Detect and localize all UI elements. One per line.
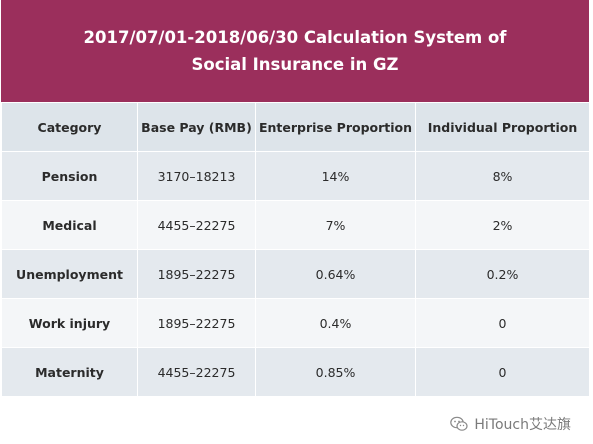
cell-individual: 2% bbox=[415, 200, 590, 250]
header-individual: Individual Proportion bbox=[415, 102, 590, 152]
cell-enterprise: 14% bbox=[255, 151, 416, 201]
title-line-1: 2017/07/01-2018/06/30 Calculation System… bbox=[83, 28, 507, 47]
watermark-text: HiTouch艾达旗 bbox=[474, 417, 571, 433]
cell-category: Work injury bbox=[1, 298, 138, 348]
header-category: Category bbox=[1, 102, 138, 152]
cell-enterprise: 7% bbox=[255, 200, 416, 250]
title-banner: 2017/07/01-2018/06/30 Calculation System… bbox=[1, 0, 589, 102]
cell-category: Pension bbox=[1, 151, 138, 201]
title-line-2: Social Insurance in GZ bbox=[191, 55, 399, 74]
cell-individual: 0 bbox=[415, 298, 590, 348]
table-row: Pension 3170–18213 14% 8% bbox=[1, 151, 590, 201]
table-row: Medical 4455–22275 7% 2% bbox=[1, 200, 590, 250]
cell-base-pay: 4455–22275 bbox=[137, 347, 256, 397]
header-base-pay: Base Pay (RMB) bbox=[137, 102, 256, 152]
cell-category: Unemployment bbox=[1, 249, 138, 299]
table-header-row: Category Base Pay (RMB) Enterprise Propo… bbox=[1, 102, 590, 152]
cell-base-pay: 3170–18213 bbox=[137, 151, 256, 201]
cell-enterprise: 0.4% bbox=[255, 298, 416, 348]
cell-category: Medical bbox=[1, 200, 138, 250]
cell-enterprise: 0.85% bbox=[255, 347, 416, 397]
cell-individual: 0.2% bbox=[415, 249, 590, 299]
wechat-icon bbox=[450, 416, 468, 432]
table-row: Unemployment 1895–22275 0.64% 0.2% bbox=[1, 249, 590, 299]
header-enterprise: Enterprise Proportion bbox=[255, 102, 416, 152]
cell-base-pay: 4455–22275 bbox=[137, 200, 256, 250]
cell-base-pay: 1895–22275 bbox=[137, 249, 256, 299]
cell-individual: 0 bbox=[415, 347, 590, 397]
cell-category: Maternity bbox=[1, 347, 138, 397]
insurance-table: Category Base Pay (RMB) Enterprise Propo… bbox=[1, 102, 590, 397]
table-row: Maternity 4455–22275 0.85% 0 bbox=[1, 347, 590, 397]
cell-enterprise: 0.64% bbox=[255, 249, 416, 299]
watermark: HiTouch艾达旗 bbox=[450, 414, 571, 434]
cell-individual: 8% bbox=[415, 151, 590, 201]
table-row: Work injury 1895–22275 0.4% 0 bbox=[1, 298, 590, 348]
cell-base-pay: 1895–22275 bbox=[137, 298, 256, 348]
